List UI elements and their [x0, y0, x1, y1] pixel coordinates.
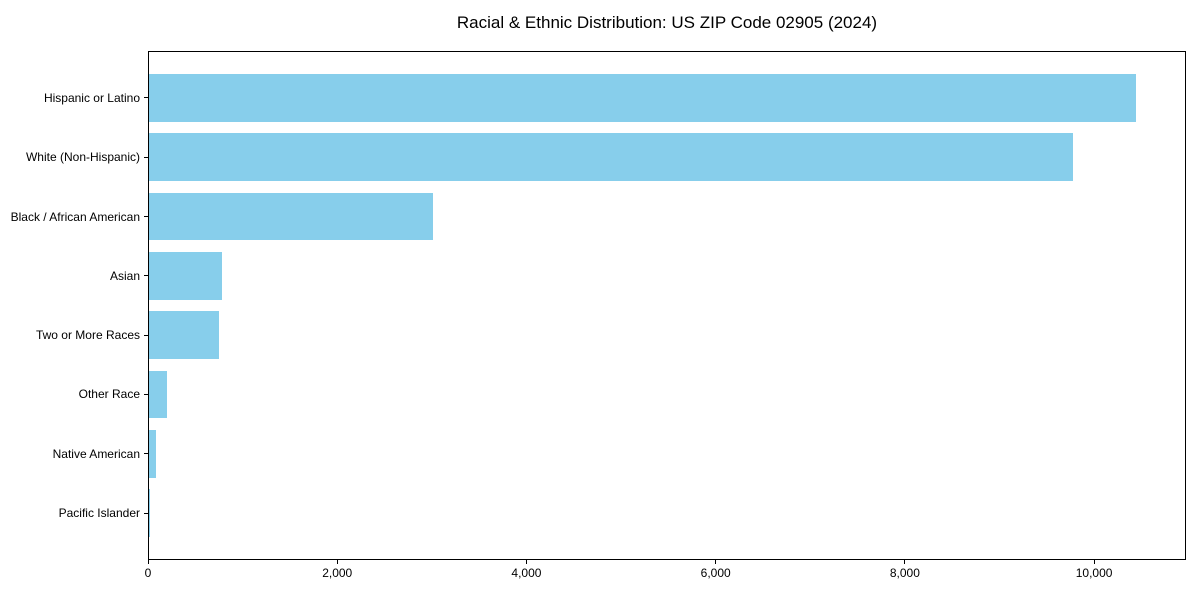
y-tick-mark	[144, 97, 148, 99]
bar-pacific-islander	[149, 489, 150, 537]
x-tick-label-6000: 6,000	[700, 566, 731, 580]
x-tick-mark	[336, 560, 338, 564]
y-tick-label-native-american: Native American	[52, 446, 140, 461]
bar-two-or-more-races	[149, 311, 220, 359]
y-tick-mark	[144, 216, 148, 217]
y-tick-label-two-or-more-races: Two or More Races	[35, 328, 140, 343]
y-tick-label-pacific-islander: Pacific Islander	[58, 506, 140, 521]
y-tick-label-black-african-american: Black / African American	[10, 209, 140, 224]
x-tick-label-8000: 8,000	[889, 566, 920, 580]
y-tick-mark	[144, 334, 148, 336]
bar-hispanic-or-latino	[149, 74, 1136, 122]
bar-native-american	[149, 430, 156, 478]
y-tick-mark	[144, 393, 148, 395]
x-tick-mark	[147, 560, 149, 564]
x-tick-label-2000: 2,000	[322, 566, 353, 580]
y-tick-mark	[144, 512, 148, 514]
x-tick-label-10000: 10,000	[1075, 566, 1113, 580]
chart-title: Racial & Ethnic Distribution: US ZIP Cod…	[456, 13, 878, 32]
x-tick-mark	[1093, 560, 1095, 564]
x-tick-label-4000: 4,000	[511, 566, 542, 580]
y-tick-mark	[144, 275, 148, 277]
y-tick-label-other-race: Other Race	[78, 387, 140, 402]
x-tick-mark	[715, 560, 717, 564]
bar-asian	[149, 252, 222, 300]
bar-black-african-american	[149, 192, 433, 241]
bar-white-non-hispanic	[149, 133, 1074, 181]
bar-other-race	[149, 370, 168, 419]
plot-area	[148, 51, 1186, 560]
x-tick-mark	[904, 560, 906, 564]
y-tick-label-asian: Asian	[109, 268, 140, 283]
y-tick-label-white-non-hispanic: White (Non-Hispanic)	[25, 150, 140, 165]
x-tick-mark	[525, 560, 527, 564]
y-tick-mark	[144, 156, 148, 158]
x-tick-label-0: 0	[144, 566, 152, 580]
y-tick-mark	[144, 453, 148, 455]
y-tick-label-hispanic-or-latino: Hispanic or Latino	[43, 90, 140, 105]
